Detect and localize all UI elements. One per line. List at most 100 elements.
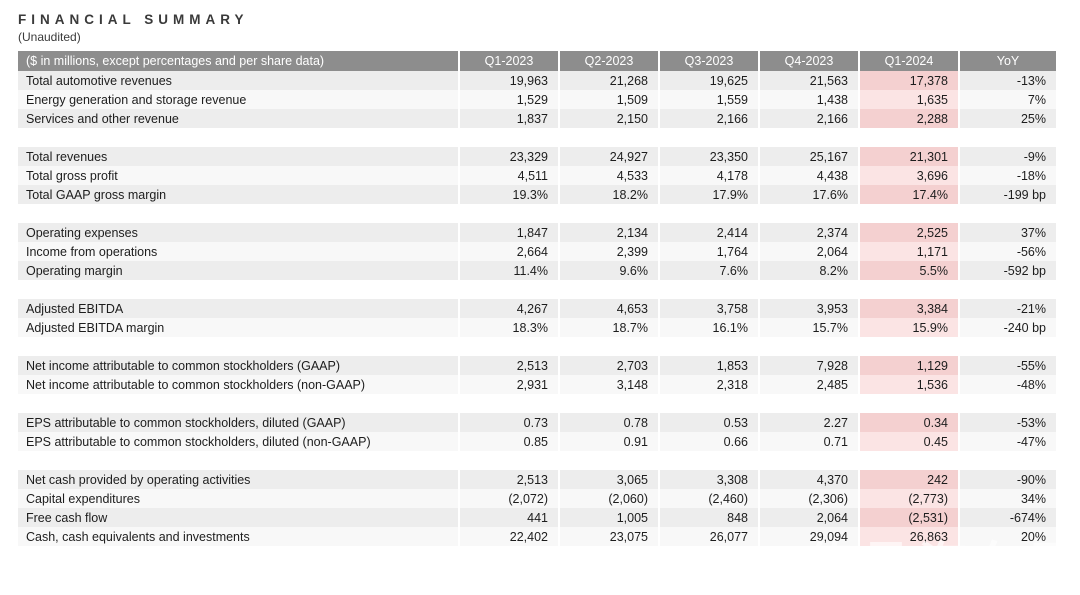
table-row: Net income attributable to common stockh… (18, 375, 1056, 394)
yoy-value: -18% (960, 166, 1056, 185)
row-label: Total revenues (18, 147, 458, 166)
cell-value: 1,853 (660, 356, 758, 375)
section-gap (18, 394, 1056, 413)
cell-value: 23,329 (460, 147, 558, 166)
cell-value: 0.71 (760, 432, 858, 451)
table-row: Cash, cash equivalents and investments 22… (18, 527, 1056, 546)
cell-value: 5.5% (860, 261, 958, 280)
row-label: Income from operations (18, 242, 458, 261)
cell-value: 3,758 (660, 299, 758, 318)
table-row: Services and other revenue 1,837 2,150 2,16… (18, 109, 1056, 128)
row-label: EPS attributable to common stockholders,… (18, 413, 458, 432)
cell-value: 25,167 (760, 147, 858, 166)
cell-value: 2,525 (860, 223, 958, 242)
cell-value: 7.6% (660, 261, 758, 280)
cell-value: 2,374 (760, 223, 858, 242)
cell-value: 0.78 (560, 413, 658, 432)
cell-value: 19.3% (460, 185, 558, 204)
cell-value: 17,378 (860, 71, 958, 90)
cell-value: 21,268 (560, 71, 658, 90)
yoy-value: 34% (960, 489, 1056, 508)
section-gap (18, 128, 1056, 147)
cell-value: 9.6% (560, 261, 658, 280)
yoy-value: -90% (960, 470, 1056, 489)
row-label: Net income attributable to common stockh… (18, 375, 458, 394)
cell-value: 2,513 (460, 356, 558, 375)
row-label: Adjusted EBITDA margin (18, 318, 458, 337)
table-row: Capital expenditures (2,072) (2,060) (2,460… (18, 489, 1056, 508)
row-label: Services and other revenue (18, 109, 458, 128)
yoy-value: -199 bp (960, 185, 1056, 204)
cell-value: 15.9% (860, 318, 958, 337)
cell-value: 3,953 (760, 299, 858, 318)
table-row: EPS attributable to common stockholders,… (18, 413, 1056, 432)
yoy-value: -48% (960, 375, 1056, 394)
row-label: Operating expenses (18, 223, 458, 242)
financial-table-body: Total automotive revenues 19,963 21,268 19,… (18, 71, 1056, 546)
table-row: Total GAAP gross margin 19.3% 18.2% 17.9% 17… (18, 185, 1056, 204)
cell-value: 8.2% (760, 261, 858, 280)
cell-value: 18.7% (560, 318, 658, 337)
cell-value: 23,350 (660, 147, 758, 166)
row-label: EPS attributable to common stockholders,… (18, 432, 458, 451)
cell-value: 1,559 (660, 90, 758, 109)
cell-value: 242 (860, 470, 958, 489)
yoy-value: -674% (960, 508, 1056, 527)
yoy-value: 25% (960, 109, 1056, 128)
cell-value: 2,931 (460, 375, 558, 394)
column-header-q1-2023: Q1-2023 (460, 51, 558, 71)
cell-value: 0.45 (860, 432, 958, 451)
cell-value: 1,536 (860, 375, 958, 394)
cell-value: 2,166 (660, 109, 758, 128)
section-gap (18, 280, 1056, 299)
cell-value: 4,653 (560, 299, 658, 318)
cell-value: 17.9% (660, 185, 758, 204)
cell-value: (2,306) (760, 489, 858, 508)
yoy-value: -55% (960, 356, 1056, 375)
table-row: Total revenues 23,329 24,927 23,350 25,167 21… (18, 147, 1056, 166)
cell-value: (2,060) (560, 489, 658, 508)
cell-value: 4,370 (760, 470, 858, 489)
cell-value: 4,267 (460, 299, 558, 318)
cell-value: 1,005 (560, 508, 658, 527)
cell-value: 19,963 (460, 71, 558, 90)
cell-value: 18.2% (560, 185, 658, 204)
row-label: Total gross profit (18, 166, 458, 185)
cell-value: 2,150 (560, 109, 658, 128)
table-row: Total gross profit 4,511 4,533 4,178 4,438 3,… (18, 166, 1056, 185)
table-row: Operating expenses 1,847 2,134 2,414 2,374 2,… (18, 223, 1056, 242)
cell-value: 3,308 (660, 470, 758, 489)
cell-value: 23,075 (560, 527, 658, 546)
cell-value: 29,094 (760, 527, 858, 546)
row-label: Free cash flow (18, 508, 458, 527)
column-header-yoy: YoY (960, 51, 1056, 71)
row-label: Cash, cash equivalents and investments (18, 527, 458, 546)
cell-value: 2,664 (460, 242, 558, 261)
row-label: Operating margin (18, 261, 458, 280)
cell-value: 2,513 (460, 470, 558, 489)
financial-summary-table: ($ in millions, except percentages and p… (16, 51, 1058, 546)
table-row: Net income attributable to common stockh… (18, 356, 1056, 375)
row-label: Net income attributable to common stockh… (18, 356, 458, 375)
cell-value: 16.1% (660, 318, 758, 337)
cell-value: 3,148 (560, 375, 658, 394)
cell-value: 3,065 (560, 470, 658, 489)
cell-value: 22,402 (460, 527, 558, 546)
yoy-value: 37% (960, 223, 1056, 242)
cell-value: 2,064 (760, 508, 858, 527)
cell-value: 2,064 (760, 242, 858, 261)
cell-value: 1,529 (460, 90, 558, 109)
table-caption-header: ($ in millions, except percentages and p… (18, 51, 458, 71)
section-gap (18, 204, 1056, 223)
cell-value: (2,773) (860, 489, 958, 508)
table-row: Total automotive revenues 19,963 21,268 19,… (18, 71, 1056, 90)
yoy-value: -21% (960, 299, 1056, 318)
cell-value: 0.34 (860, 413, 958, 432)
yoy-value: 20% (960, 527, 1056, 546)
cell-value: 1,171 (860, 242, 958, 261)
yoy-value: -9% (960, 147, 1056, 166)
cell-value: (2,072) (460, 489, 558, 508)
cell-value: 1,847 (460, 223, 558, 242)
cell-value: 441 (460, 508, 558, 527)
cell-value: (2,460) (660, 489, 758, 508)
